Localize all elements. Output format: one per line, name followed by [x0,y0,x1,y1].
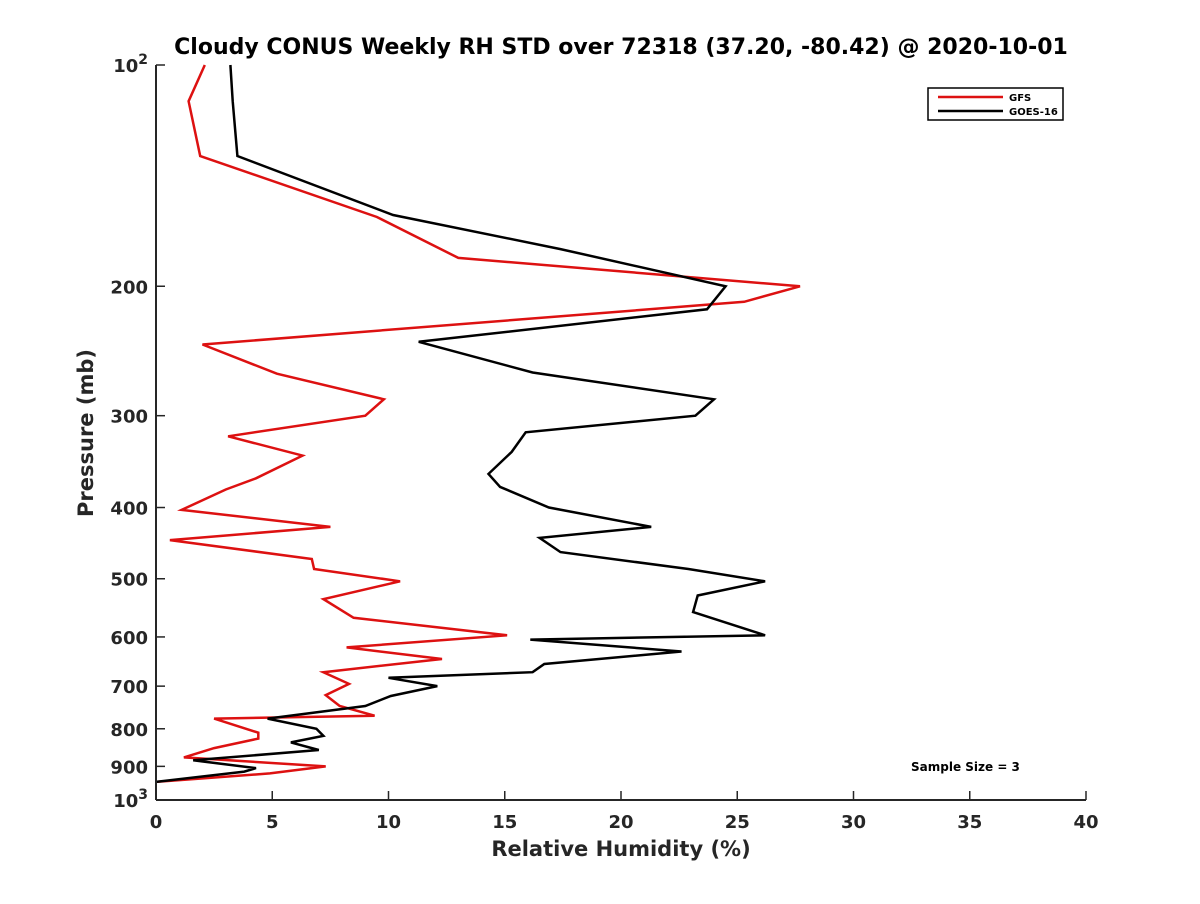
chart-title: Cloudy CONUS Weekly RH STD over 72318 (3… [174,35,1068,60]
y-tick-label: 900 [110,757,148,778]
x-tick-label: 35 [957,812,982,833]
x-axis-ticks: 0 5 10 15 20 25 30 35 40 [150,791,1099,833]
x-tick-label: 0 [150,812,163,833]
x-tick-label: 15 [492,812,517,833]
legend-box [927,87,1064,121]
legend-label-gfs: GFS [1009,93,1031,104]
sample-size-annotation: Sample Size = 3 [911,760,1020,774]
y-tick-label: 103 [113,787,148,812]
y-tick-label: 102 [113,52,148,77]
series-line-gfs [155,64,801,784]
legend: GFS GOES-16 [927,87,1064,121]
y-axis-ticks: 102 200 300 400 500 600 700 800 900 103 [110,52,165,812]
y-tick-label: 600 [110,628,148,649]
x-tick-label: 5 [266,812,279,833]
plot-area [155,64,801,784]
y-axis-label: Pressure (mb) [74,349,98,517]
x-axis-label: Relative Humidity (%) [491,837,750,861]
x-tick-label: 20 [608,812,633,833]
y-tick-label: 400 [110,499,148,520]
y-tick-label: 500 [110,570,148,591]
y-tick-label: 700 [110,677,148,698]
x-tick-label: 10 [376,812,401,833]
x-tick-label: 40 [1073,812,1098,833]
y-tick-label: 200 [110,277,148,298]
legend-label-goes16: GOES-16 [1009,107,1058,118]
y-tick-label: 800 [110,720,148,741]
x-tick-label: 30 [841,812,866,833]
series-line-goes16 [155,64,766,784]
x-tick-label: 25 [725,812,750,833]
y-tick-label: 300 [110,407,148,428]
